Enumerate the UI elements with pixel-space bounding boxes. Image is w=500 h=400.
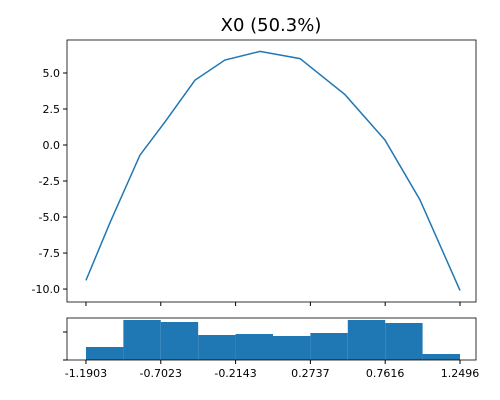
histogram-bar	[272, 336, 311, 360]
histogram-bar	[198, 335, 236, 360]
x-tick-label: 0.2737	[291, 367, 330, 380]
y-tick-label: 0.0	[43, 139, 61, 152]
y-tick-label: -5.0	[39, 211, 60, 224]
histogram-bar	[123, 320, 161, 360]
y-tick-label: -7.5	[39, 247, 60, 260]
axes-frame	[66, 39, 477, 303]
x-tick-label: -0.7023	[140, 367, 182, 380]
x-tick-label: 0.7616	[366, 367, 405, 380]
histogram-bar	[85, 347, 124, 360]
histogram-bar	[160, 322, 199, 360]
histogram-bar	[422, 354, 460, 360]
y-tick-label: 2.5	[43, 103, 61, 116]
y-tick-label: 5.0	[43, 67, 61, 80]
line	[85, 50, 461, 291]
axes-frame	[66, 317, 477, 361]
histogram-bar	[347, 320, 386, 360]
chart-title: X0 (50.3%)	[221, 15, 322, 36]
x-tick-label: -1.1903	[65, 367, 107, 380]
y-tick-label: -2.5	[39, 175, 60, 188]
histogram-bar	[235, 334, 273, 360]
x-tick-label: 1.2496	[441, 367, 480, 380]
y-tick-label: -10.0	[32, 283, 60, 296]
x-tick-label: -0.2143	[214, 367, 256, 380]
histogram-bar	[310, 333, 348, 360]
histogram-bar	[385, 323, 423, 360]
